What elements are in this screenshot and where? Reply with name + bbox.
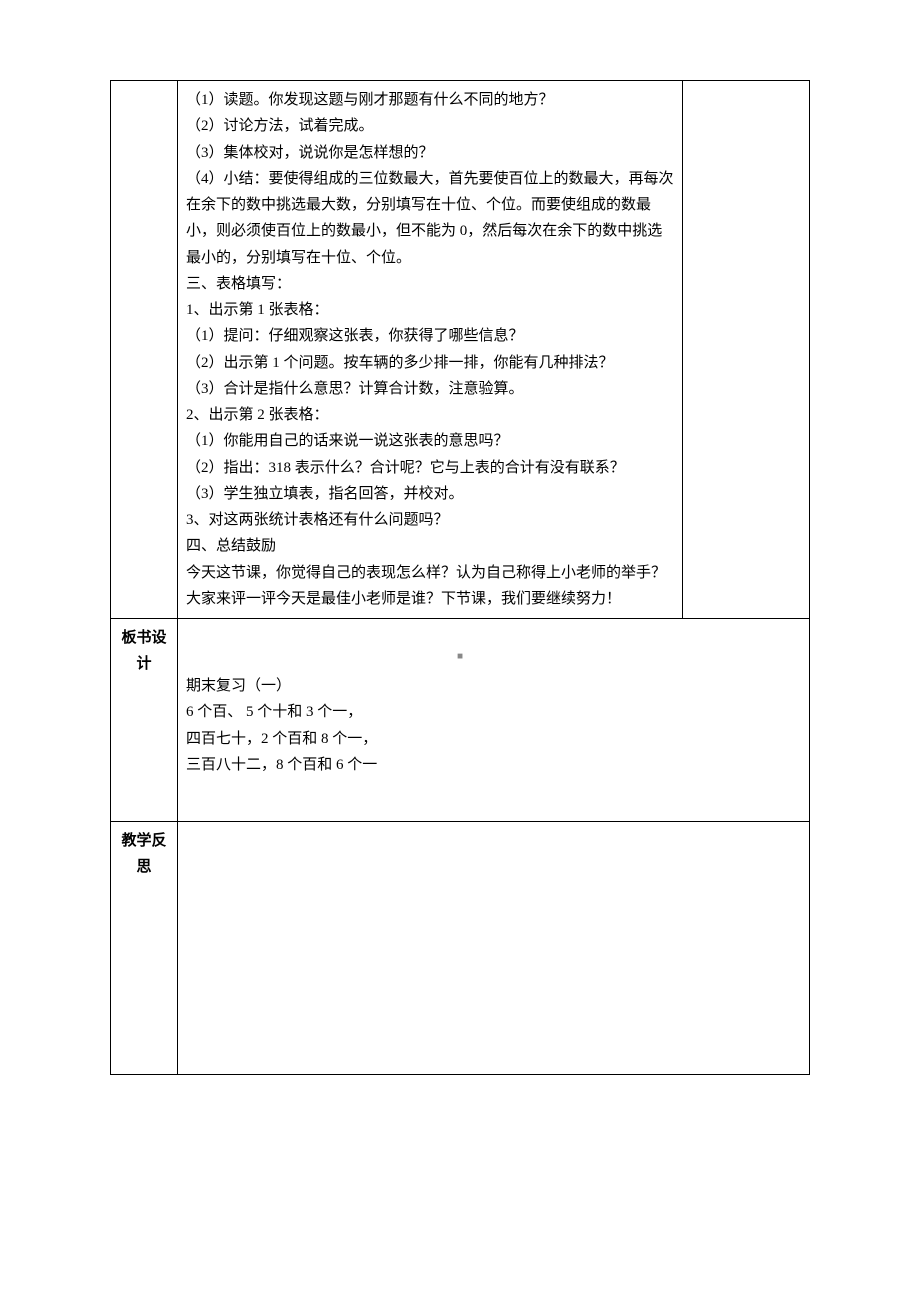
- lesson-table: （1）读题。你发现这题与刚才那题有什么不同的地方？ （2）讨论方法，试着完成。 …: [110, 80, 810, 1075]
- content-line: （2）出示第 1 个问题。按车辆的多少排一排，你能有几种排法？: [186, 350, 674, 376]
- board-label: 板书设计: [121, 630, 166, 672]
- content-line: 1、出示第 1 张表格：: [186, 297, 674, 323]
- content-line: （2）讨论方法，试着完成。: [186, 113, 674, 139]
- board-line: 6 个百、 5 个十和 3 个一，: [186, 699, 801, 725]
- board-row: 板书设计 期末复习（一） 6 个百、 5 个十和 3 个一， 四百七十，2 个百…: [111, 619, 810, 822]
- reflection-label-cell: 教学反思: [111, 822, 178, 1075]
- content-line: 2、出示第 2 张表格：: [186, 402, 674, 428]
- content-line: （1）提问：仔细观察这张表，你获得了哪些信息？: [186, 323, 674, 349]
- content-row: （1）读题。你发现这题与刚才那题有什么不同的地方？ （2）讨论方法，试着完成。 …: [111, 81, 810, 619]
- content-row-label-cell: [111, 81, 178, 619]
- reflection-row: 教学反思: [111, 822, 810, 1075]
- footer-mark: ■: [457, 651, 463, 662]
- content-line: 今天这节课，你觉得自己的表现怎么样？认为自己称得上小老师的举手？大家来评一评今天…: [186, 560, 674, 613]
- content-line: （1）读题。你发现这题与刚才那题有什么不同的地方？: [186, 87, 674, 113]
- board-label-cell: 板书设计: [111, 619, 178, 822]
- reflection-content-cell: [178, 822, 810, 1075]
- content-line: （3）集体校对，说说你是怎样想的？: [186, 140, 674, 166]
- content-line: （3）学生独立填表，指名回答，并校对。: [186, 481, 674, 507]
- board-content: 期末复习（一） 6 个百、 5 个十和 3 个一， 四百七十，2 个百和 8 个…: [186, 625, 801, 778]
- content-line: （2）指出：318 表示什么？合计呢？它与上表的合计有没有联系？: [186, 455, 674, 481]
- board-line: 期末复习（一）: [186, 673, 801, 699]
- board-content-cell: 期末复习（一） 6 个百、 5 个十和 3 个一， 四百七十，2 个百和 8 个…: [178, 619, 810, 822]
- content-line: 三、表格填写：: [186, 271, 674, 297]
- board-line: 三百八十二，8 个百和 6 个一: [186, 752, 801, 778]
- content-side-cell: [683, 81, 810, 619]
- content-line: （1）你能用自己的话来说一说这张表的意思吗？: [186, 428, 674, 454]
- content-line: （3）合计是指什么意思？计算合计数，注意验算。: [186, 376, 674, 402]
- content-main-cell: （1）读题。你发现这题与刚才那题有什么不同的地方？ （2）讨论方法，试着完成。 …: [178, 81, 683, 619]
- board-line: 四百七十，2 个百和 8 个一，: [186, 726, 801, 752]
- page: （1）读题。你发现这题与刚才那题有什么不同的地方？ （2）讨论方法，试着完成。 …: [0, 0, 920, 1302]
- reflection-label: 教学反思: [121, 833, 166, 875]
- content-line: 3、对这两张统计表格还有什么问题吗？: [186, 507, 674, 533]
- content-line: 四、总结鼓励: [186, 533, 674, 559]
- content-line: （4）小结：要使得组成的三位数最大，首先要使百位上的数最大，再每次在余下的数中挑…: [186, 166, 674, 271]
